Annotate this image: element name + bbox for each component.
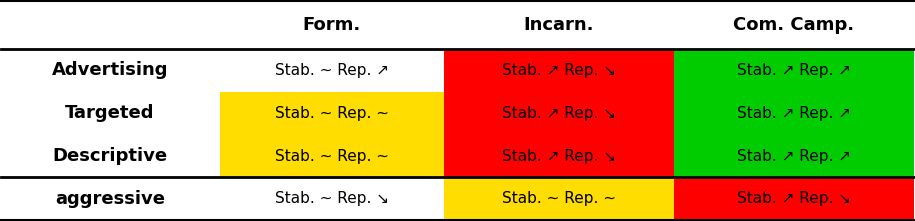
Text: Stab. ↗ Rep. ↘: Stab. ↗ Rep. ↘ [501,106,616,121]
Text: aggressive: aggressive [55,190,165,208]
Text: Stab. ∼ Rep. ∼: Stab. ∼ Rep. ∼ [274,149,389,164]
FancyBboxPatch shape [444,135,673,177]
Text: Com. Camp.: Com. Camp. [734,16,855,34]
Text: Stab. ↗ Rep. ↘: Stab. ↗ Rep. ↘ [501,149,616,164]
FancyBboxPatch shape [673,49,914,92]
Text: Stab. ∼ Rep. ∼: Stab. ∼ Rep. ∼ [501,191,616,206]
FancyBboxPatch shape [673,135,914,177]
Text: Descriptive: Descriptive [52,147,167,165]
FancyBboxPatch shape [220,135,444,177]
Text: Stab. ↗ Rep. ↘: Stab. ↗ Rep. ↘ [737,191,851,206]
Text: Stab. ↗ Rep. ↗: Stab. ↗ Rep. ↗ [737,106,851,121]
FancyBboxPatch shape [444,92,673,135]
FancyBboxPatch shape [444,177,673,220]
FancyBboxPatch shape [444,49,673,92]
Text: Targeted: Targeted [65,104,155,122]
Text: Stab. ↗ Rep. ↗: Stab. ↗ Rep. ↗ [737,149,851,164]
FancyBboxPatch shape [673,92,914,135]
Text: Stab. ∼ Rep. ∼: Stab. ∼ Rep. ∼ [274,106,389,121]
Text: Stab. ↗ Rep. ↘: Stab. ↗ Rep. ↘ [501,63,616,78]
Text: Advertising: Advertising [52,61,168,79]
Text: Stab. ∼ Rep. ↘: Stab. ∼ Rep. ↘ [274,191,389,206]
FancyBboxPatch shape [220,92,444,135]
FancyBboxPatch shape [673,177,914,220]
Text: Stab. ∼ Rep. ↗: Stab. ∼ Rep. ↗ [274,63,389,78]
Text: Stab. ↗ Rep. ↗: Stab. ↗ Rep. ↗ [737,63,851,78]
Text: Form.: Form. [303,16,361,34]
Text: Incarn.: Incarn. [523,16,594,34]
